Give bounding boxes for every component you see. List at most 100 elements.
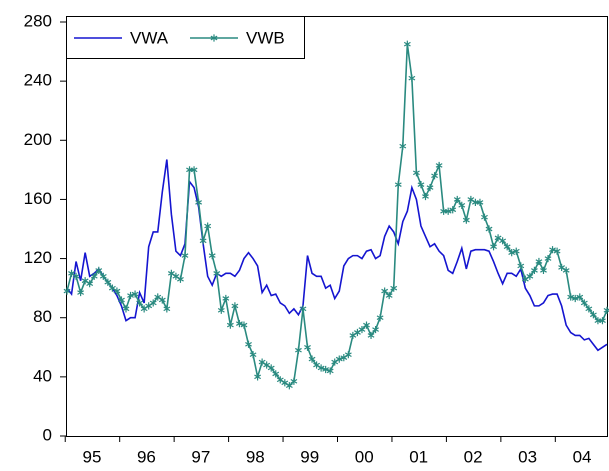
series-marker bbox=[553, 247, 561, 255]
series-marker bbox=[344, 351, 352, 359]
series-marker bbox=[444, 207, 452, 215]
series-marker bbox=[167, 269, 175, 277]
series-marker bbox=[603, 306, 609, 314]
series-marker bbox=[249, 351, 257, 359]
x-tick-label: 03 bbox=[518, 447, 537, 466]
plot-frame bbox=[66, 16, 608, 437]
y-tick-label: 160 bbox=[24, 189, 52, 208]
series-marker bbox=[558, 263, 566, 272]
series-marker bbox=[236, 320, 243, 328]
legend: VWA VWB bbox=[66, 16, 305, 59]
series-marker bbox=[77, 288, 85, 297]
series-marker bbox=[503, 243, 511, 251]
series-marker bbox=[599, 317, 606, 325]
series-marker bbox=[285, 382, 293, 390]
series-marker bbox=[190, 166, 198, 174]
series-marker bbox=[458, 201, 466, 209]
x-tick-label: 96 bbox=[137, 447, 156, 466]
series-marker bbox=[394, 181, 402, 189]
series-marker bbox=[104, 278, 112, 286]
series-marker bbox=[81, 277, 89, 285]
series-marker bbox=[408, 74, 416, 82]
series-marker bbox=[571, 294, 579, 303]
series-marker bbox=[490, 243, 497, 251]
series-marker bbox=[580, 299, 588, 307]
series-marker bbox=[363, 321, 370, 329]
series-marker bbox=[372, 325, 379, 334]
series-marker bbox=[390, 284, 398, 292]
series-marker bbox=[127, 291, 134, 300]
x-tick-label: 04 bbox=[573, 447, 592, 466]
legend-box bbox=[66, 16, 305, 59]
y-tick-label: 200 bbox=[24, 130, 52, 149]
series-marker bbox=[158, 296, 166, 304]
series-marker bbox=[113, 287, 121, 295]
series-marker bbox=[462, 216, 470, 224]
series-marker bbox=[136, 299, 144, 307]
series-marker bbox=[222, 294, 230, 303]
series-marker bbox=[562, 266, 570, 274]
series-marker bbox=[449, 206, 457, 214]
series-marker bbox=[299, 305, 307, 313]
series-marker bbox=[508, 249, 516, 257]
series-marker bbox=[517, 262, 525, 270]
y-tick-label: 240 bbox=[24, 71, 52, 90]
series-marker bbox=[576, 293, 584, 301]
series-marker bbox=[63, 287, 71, 295]
series-marker bbox=[399, 142, 407, 150]
series-marker bbox=[204, 222, 212, 230]
series-marker bbox=[326, 367, 334, 375]
x-tick-label: 97 bbox=[191, 447, 210, 466]
series-marker bbox=[435, 161, 443, 170]
series-marker bbox=[317, 364, 325, 372]
series-marker bbox=[544, 254, 552, 263]
series-marker bbox=[567, 293, 575, 301]
series-marker bbox=[145, 302, 153, 310]
x-tick-label: 95 bbox=[82, 447, 101, 466]
y-tick-label: 0 bbox=[43, 425, 52, 444]
series-marker bbox=[290, 377, 298, 385]
series-marker bbox=[254, 373, 262, 381]
series-marker bbox=[172, 272, 180, 280]
series-marker bbox=[272, 370, 280, 378]
series-marker bbox=[131, 290, 139, 298]
series-marker bbox=[499, 237, 507, 245]
y-tick-label: 40 bbox=[33, 366, 52, 385]
series-marker bbox=[431, 172, 438, 180]
series-marker bbox=[422, 192, 429, 201]
series-marker bbox=[122, 305, 130, 313]
series-marker bbox=[530, 266, 538, 274]
series-marker bbox=[476, 198, 484, 206]
series-marker bbox=[308, 355, 316, 363]
series-marker bbox=[354, 328, 361, 337]
series-marker bbox=[295, 346, 302, 354]
series-marker bbox=[86, 280, 94, 288]
series-marker bbox=[381, 287, 389, 295]
x-tick-label: 99 bbox=[300, 447, 319, 466]
x-tick-label: 02 bbox=[464, 447, 483, 466]
series-marker bbox=[453, 195, 461, 204]
series-marker bbox=[240, 321, 248, 329]
series-marker bbox=[385, 291, 393, 300]
series-marker bbox=[217, 306, 225, 314]
series-marker bbox=[263, 361, 271, 369]
series-marker bbox=[304, 343, 311, 351]
series-marker bbox=[258, 358, 266, 366]
series-marker bbox=[512, 247, 520, 255]
series-marker bbox=[245, 340, 252, 348]
x-tick-label: 00 bbox=[355, 447, 374, 466]
series-line bbox=[66, 159, 608, 352]
series-marker bbox=[335, 355, 343, 363]
x-tick-label: 98 bbox=[246, 447, 265, 466]
legend-marker bbox=[210, 34, 218, 42]
series-marker bbox=[208, 252, 216, 260]
series-marker bbox=[99, 272, 107, 280]
series-marker bbox=[549, 246, 556, 254]
series-line bbox=[66, 44, 608, 387]
series-marker bbox=[412, 169, 420, 177]
series-marker bbox=[199, 237, 207, 245]
series-marker bbox=[90, 272, 98, 280]
series-marker bbox=[177, 275, 184, 283]
y-tick-label: 280 bbox=[24, 11, 52, 30]
